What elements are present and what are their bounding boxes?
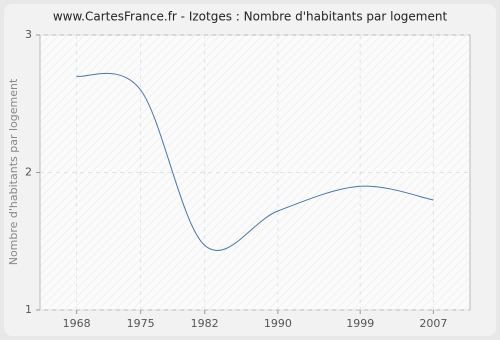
y-tick-label: 1 bbox=[25, 303, 32, 316]
x-tick-label: 1990 bbox=[264, 317, 292, 330]
chart-title: www.CartesFrance.fr - Izotges : Nombre d… bbox=[53, 10, 448, 24]
y-tick-label: 2 bbox=[25, 166, 32, 179]
line bbox=[76, 72, 434, 252]
x-tick-label: 1999 bbox=[346, 317, 374, 330]
x-tick-label: 1968 bbox=[63, 317, 91, 330]
y-tick-label: 3 bbox=[25, 28, 32, 41]
plot-area bbox=[39, 34, 471, 311]
x-tick-label: 1975 bbox=[127, 317, 155, 330]
x-tick-label: 1982 bbox=[191, 317, 219, 330]
x-tick-label: 2007 bbox=[419, 317, 447, 330]
y-axis-label: Nombre d'habitants par logement bbox=[7, 78, 20, 265]
